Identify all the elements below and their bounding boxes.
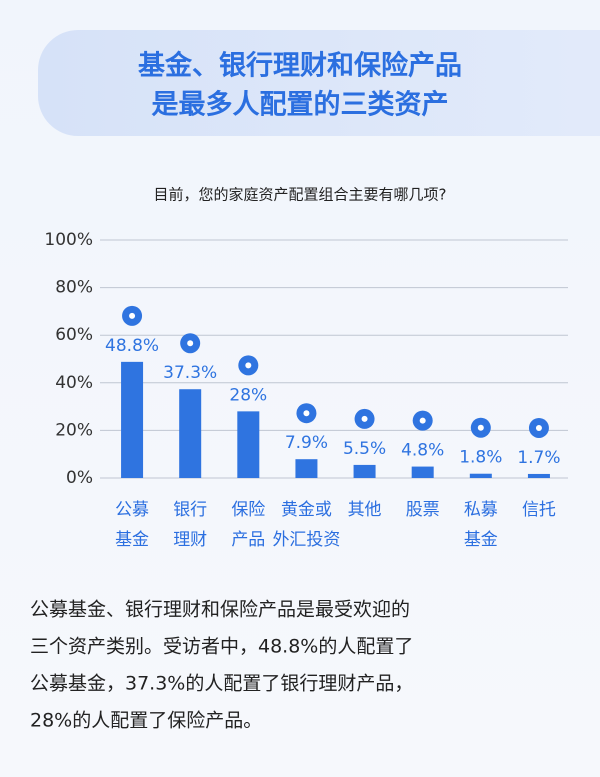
y-tick-label: 100% — [44, 230, 93, 250]
x-tick-label: 信托 — [522, 500, 556, 520]
x-tick-label: 公募 — [115, 500, 149, 520]
bar — [179, 389, 202, 478]
title-banner — [38, 30, 600, 136]
y-tick-label: 0% — [66, 468, 93, 488]
chart-subtitle: 目前，您的家庭资产配置组合主要有哪几项? — [154, 186, 447, 204]
icon-detail — [303, 410, 310, 417]
x-tick-label: 股票 — [406, 500, 440, 520]
description: 公募基金，37.3%的人配置了银行理财产品， — [30, 673, 413, 695]
y-tick-label: 40% — [55, 373, 93, 393]
bar — [353, 464, 376, 478]
value-label: 7.9% — [285, 433, 328, 453]
value-label: 5.5% — [343, 439, 386, 459]
icon-detail — [419, 417, 426, 424]
icon-detail — [129, 312, 136, 319]
x-tick-label: 银行 — [173, 500, 207, 520]
x-tick-label: 基金 — [115, 530, 149, 550]
value-label: 1.7% — [517, 448, 560, 468]
bar — [237, 411, 260, 478]
x-tick-label: 理财 — [173, 530, 207, 550]
description: 公募基金、银行理财和保险产品是最受欢迎的 — [30, 599, 410, 621]
icon-detail — [477, 424, 484, 431]
bar — [295, 459, 318, 478]
icon-detail — [361, 415, 368, 422]
value-label: 37.3% — [163, 363, 217, 383]
bar — [469, 473, 492, 478]
value-label: 1.8% — [459, 448, 502, 468]
chart-title: 是最多人配置的三类资产 — [152, 89, 449, 121]
bar — [527, 473, 550, 478]
y-tick-label: 80% — [55, 278, 93, 298]
value-label: 48.8% — [105, 336, 159, 356]
y-tick-label: 60% — [55, 325, 93, 345]
chart-title: 基金、银行理财和保险产品 — [138, 50, 462, 82]
description: 28%的人配置了保险产品。 — [30, 710, 262, 732]
value-label: 28% — [229, 385, 267, 405]
icon-detail — [187, 340, 194, 347]
x-tick-label: 产品 — [231, 530, 265, 550]
x-tick-label: 基金 — [464, 530, 498, 550]
x-tick-label: 其他 — [348, 500, 382, 520]
x-tick-label: 外汇投资 — [272, 530, 340, 550]
y-tick-label: 20% — [55, 420, 93, 440]
bar — [121, 361, 144, 478]
icon-detail — [535, 424, 542, 431]
bar — [411, 466, 434, 478]
description: 三个资产类别。受访者中，48.8%的人配置了 — [30, 636, 413, 658]
x-tick-label: 私募 — [464, 500, 498, 520]
x-tick-label: 保险 — [231, 500, 265, 520]
value-label: 4.8% — [401, 441, 444, 461]
icon-detail — [245, 362, 252, 369]
x-tick-label: 黄金或 — [281, 500, 332, 520]
